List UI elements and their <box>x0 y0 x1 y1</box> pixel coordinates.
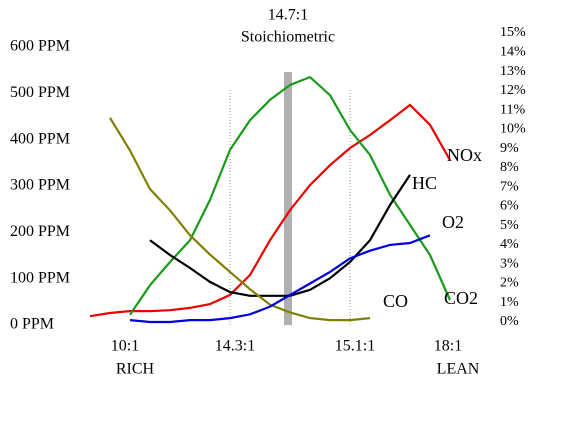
x-tick-label: 14.3:1 <box>215 338 255 355</box>
y2-tick-label: 4% <box>500 237 519 252</box>
y-tick-label: 400 PPM <box>10 130 70 147</box>
y-tick-label: 500 PPM <box>10 84 70 101</box>
y2-tick-label: 5% <box>500 218 519 233</box>
lean-label: LEAN <box>437 361 480 378</box>
rich-label: RICH <box>116 361 155 378</box>
y-tick-label: 200 PPM <box>10 223 70 240</box>
series-label: NOx <box>447 145 482 165</box>
series-line <box>109 117 371 322</box>
y2-tick-label: 8% <box>500 160 519 175</box>
y2-tick-label: 9% <box>500 141 519 156</box>
series-line <box>129 75 452 316</box>
y2-tick-label: 6% <box>500 199 519 214</box>
y2-tick-label: 2% <box>500 276 519 291</box>
series-line <box>149 174 411 297</box>
series-line <box>89 103 451 318</box>
y2-tick-label: 14% <box>500 44 526 59</box>
y-tick-label: 100 PPM <box>10 269 70 286</box>
series-label: HC <box>412 173 437 193</box>
stoichiometric-bar <box>284 72 292 325</box>
y2-tick-label: 1% <box>500 295 519 310</box>
y2-tick-label: 10% <box>500 122 526 137</box>
series-line <box>129 234 431 324</box>
chart-title: 14.7:1 <box>268 7 308 24</box>
x-tick-label: 10:1 <box>111 338 139 355</box>
x-tick-label: 15.1:1 <box>335 338 375 355</box>
y2-tick-label: 13% <box>500 64 526 79</box>
series-label: CO <box>383 291 408 311</box>
y2-tick-label: 0% <box>500 314 519 329</box>
y2-tick-label: 3% <box>500 256 519 271</box>
annotation: CO2 <box>444 288 478 308</box>
y2-tick-label: 15% <box>500 25 526 40</box>
x-tick-label: 18:1 <box>434 338 462 355</box>
chart-subtitle: Stoichiometric <box>241 29 335 46</box>
y2-tick-label: 11% <box>500 102 525 117</box>
y-tick-label: 300 PPM <box>10 177 70 194</box>
series-label: O2 <box>442 212 464 232</box>
y2-tick-label: 7% <box>500 179 519 194</box>
y2-tick-label: 12% <box>500 83 526 98</box>
y-tick-label: 600 PPM <box>10 38 70 55</box>
y-tick-label: 0 PPM <box>10 316 54 333</box>
